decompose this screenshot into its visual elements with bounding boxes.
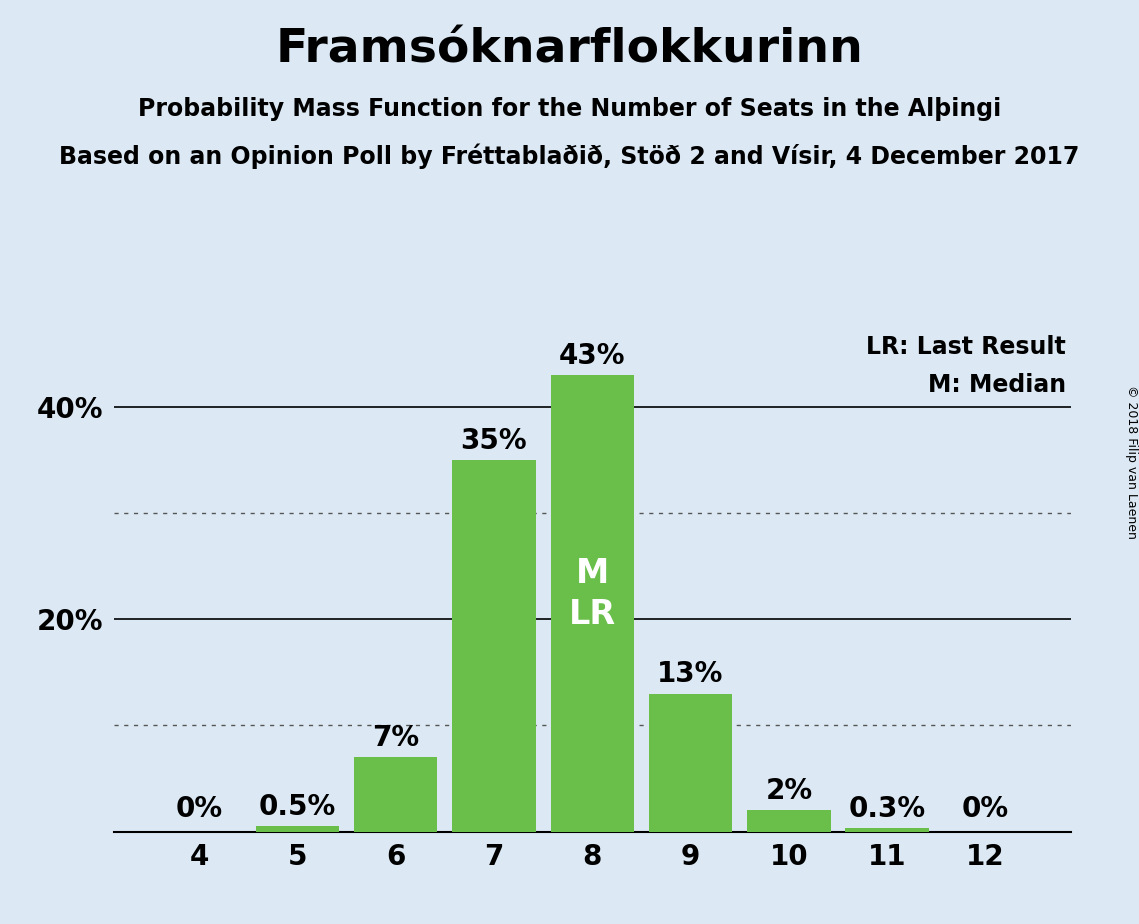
Bar [747, 810, 830, 832]
Bar [845, 829, 929, 832]
Text: M: Median: M: Median [928, 372, 1066, 396]
Text: 43%: 43% [559, 342, 625, 370]
Text: Probability Mass Function for the Number of Seats in the Alþingi: Probability Mass Function for the Number… [138, 97, 1001, 121]
Text: Framsóknarflokkurinn: Framsóknarflokkurinn [276, 28, 863, 73]
Bar [255, 826, 339, 832]
Bar [452, 460, 535, 832]
Text: 13%: 13% [657, 661, 723, 688]
Text: 7%: 7% [372, 724, 419, 752]
Text: 0%: 0% [961, 796, 1009, 823]
Text: M
LR: M LR [568, 557, 616, 631]
Text: 2%: 2% [765, 777, 812, 805]
Text: 0%: 0% [175, 796, 223, 823]
Text: 35%: 35% [460, 427, 527, 455]
Bar [649, 694, 732, 832]
Bar [354, 758, 437, 832]
Bar [550, 375, 634, 832]
Text: Based on an Opinion Poll by Fréttablaðið, Stöð 2 and Vísir, 4 December 2017: Based on an Opinion Poll by Fréttablaðið… [59, 143, 1080, 169]
Text: LR: Last Result: LR: Last Result [866, 335, 1066, 359]
Text: © 2018 Filip van Laenen: © 2018 Filip van Laenen [1124, 385, 1138, 539]
Text: 0.3%: 0.3% [849, 796, 926, 823]
Text: 0.5%: 0.5% [259, 793, 336, 821]
